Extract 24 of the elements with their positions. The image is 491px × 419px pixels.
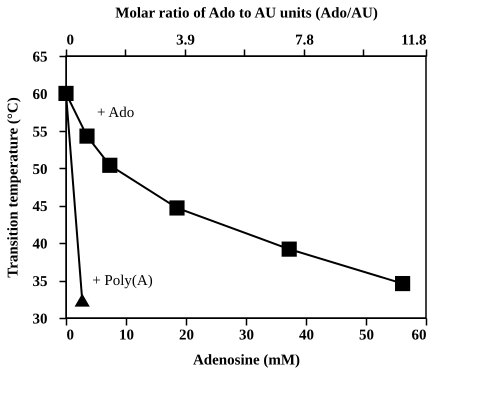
y-tick-label: 55 (32, 124, 48, 140)
x-tick-label: 40 (299, 328, 314, 344)
x2-axis-title: Molar ratio of Ado to AU units (Ado/AU) (115, 6, 378, 22)
x2-tick-label: 11.8 (401, 32, 426, 48)
y-tick-label: 60 (32, 86, 48, 103)
y-tick-label: 30 (32, 312, 48, 328)
x-axis-title: Adenosine (mM) (192, 352, 300, 368)
y-tick-label: 35 (32, 274, 48, 290)
y-tick-label: 45 (32, 199, 48, 216)
series-label: + Ado (97, 105, 134, 122)
x2-tick-label: 3.9 (176, 32, 195, 48)
x-tick-label: 10 (119, 328, 134, 344)
series-label: + Poly(A) (92, 273, 153, 290)
y-tick-label: 65 (32, 50, 48, 66)
x2-tick-label: 7.8 (295, 32, 314, 48)
x-tick-label: 30 (239, 328, 254, 344)
y-tick-label: 50 (32, 162, 48, 178)
x-tick-label: 0 (66, 328, 74, 344)
x-tick-label: 20 (179, 328, 194, 344)
x-tick-label: 60 (412, 328, 426, 344)
y-axis-title: Transition temperature (°C) (6, 97, 22, 278)
x-tick-label: 50 (359, 328, 374, 344)
y-tick-label: 40 (32, 236, 48, 253)
x2-tick-label: 0 (66, 32, 74, 48)
